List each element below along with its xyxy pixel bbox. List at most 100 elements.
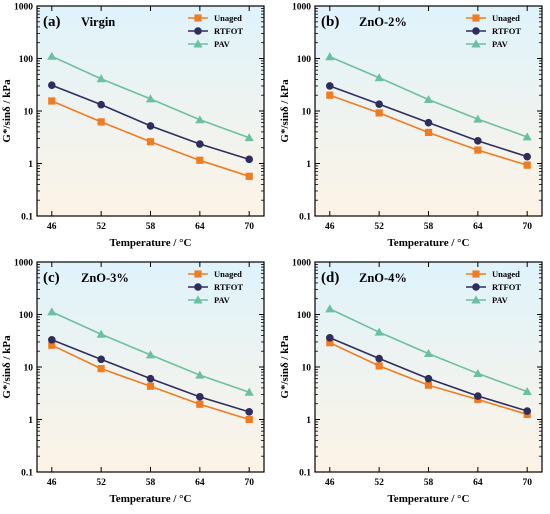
legend: Unaged RTFOT PAV [466,269,521,305]
panel-tag: (c) [43,270,60,286]
data-point-unaged [326,91,334,99]
data-point-rtfot [474,137,482,145]
legend-marker [194,27,202,35]
data-point-pav [96,329,106,338]
data-point-unaged [146,138,155,146]
legend-marker [471,39,481,48]
plot-frame [36,5,265,217]
data-point-rtfot [196,393,204,401]
data-point-unaged [424,381,433,389]
panel-tag: (b) [321,14,339,30]
y-tick-label: 1000 [292,3,311,13]
legend-marker [472,27,480,35]
chart-panel: 0.1 1 10 100 1000 46 52 58 64 70 Temperature / °C G… [1,259,265,505]
legend: Unaged RTFOT PAV [188,13,243,49]
legend: Unaged RTFOT PAV [188,269,243,305]
y-tick-label: 10 [302,364,312,374]
legend-label: Unaged [492,269,520,279]
data-point-rtfot [326,333,334,342]
data-point-pav [325,304,335,313]
panel-title: Virgin [81,15,115,29]
legend-marker [193,295,203,304]
data-point-pav [522,132,532,141]
x-axis-label: Temperature / °C [109,493,191,505]
legend-label: Unaged [492,13,520,23]
legend-label: RTFOT [214,26,243,36]
chart-panel: 0.1 1 10 100 1000 46 52 58 64 70 Temperature / °C G… [279,259,543,505]
data-point-pav [325,52,335,61]
legend-label: PAV [492,39,509,49]
data-point-rtfot [424,374,433,383]
legend-marker [472,14,480,22]
data-point-pav [145,94,156,103]
legend-marker [472,270,480,278]
x-tick-label: 46 [325,222,335,232]
data-point-rtfot [375,354,383,363]
data-point-unaged [424,128,433,137]
panel-tag: (d) [321,270,339,286]
data-point-rtfot [48,81,56,90]
data-point-pav [374,73,384,82]
y-tick-label: 10 [302,108,312,118]
y-axis-label: G*/sinδ / kPa [1,335,13,399]
data-point-pav [374,327,384,336]
x-tick-label: 58 [424,478,434,488]
chart-panel: 0.1 1 10 100 1000 46 52 58 64 70 Temperature / °C G… [1,3,265,249]
x-tick-label: 52 [96,478,106,488]
y-tick-label: 10 [24,364,34,374]
y-axis-label: G*/sinδ / kPa [279,335,291,399]
legend-label: Unaged [214,13,242,23]
x-tick-label: 58 [424,222,434,232]
data-point-unaged [245,415,253,424]
legend: Unaged RTFOT PAV [466,13,521,49]
y-tick-label: 1000 [14,259,33,269]
data-point-unaged [375,362,383,370]
x-tick-label: 64 [195,478,205,488]
x-tick-label: 52 [374,222,384,232]
legend-label: RTFOT [492,282,521,292]
data-point-pav [195,370,205,379]
data-point-unaged [474,146,482,154]
y-tick-label: 100 [19,55,34,65]
panel-tag: (a) [43,14,61,30]
legend-marker [194,283,202,291]
data-point-unaged [245,172,253,180]
data-point-pav [522,386,532,396]
x-tick-label: 70 [244,478,254,488]
plot-background [37,6,264,216]
data-point-pav [423,348,434,358]
x-tick-label: 64 [195,222,205,232]
y-tick-label: 1000 [14,3,33,13]
data-point-pav [244,387,254,396]
data-point-rtfot [97,100,105,109]
data-point-rtfot [523,407,531,415]
data-point-pav [473,114,483,123]
data-point-rtfot [146,374,155,383]
data-point-unaged [48,97,56,105]
legend-marker [471,295,481,304]
data-point-pav [244,133,254,142]
legend-label: PAV [214,39,231,49]
legend-label: PAV [214,295,231,305]
x-axis-label: Temperature / °C [387,237,469,249]
x-tick-label: 58 [146,222,156,232]
data-point-rtfot [375,100,383,108]
data-point-rtfot [245,155,253,164]
data-point-rtfot [97,355,105,364]
data-point-unaged [146,382,155,390]
data-point-pav [423,94,434,104]
y-tick-label: 10 [24,108,34,118]
data-point-unaged [48,341,56,349]
data-point-rtfot [424,118,433,127]
plot-background [315,6,542,216]
data-point-unaged [97,365,105,373]
plot-frame [314,5,543,217]
panel-title: ZnO-3% [81,271,129,285]
x-tick-label: 70 [522,222,532,232]
x-tick-label: 70 [244,222,254,232]
data-point-unaged [375,109,383,117]
data-point-unaged [523,161,531,169]
y-axis-label: G*/sinδ / kPa [1,79,13,143]
x-tick-label: 46 [47,478,57,488]
legend-marker [194,14,202,22]
